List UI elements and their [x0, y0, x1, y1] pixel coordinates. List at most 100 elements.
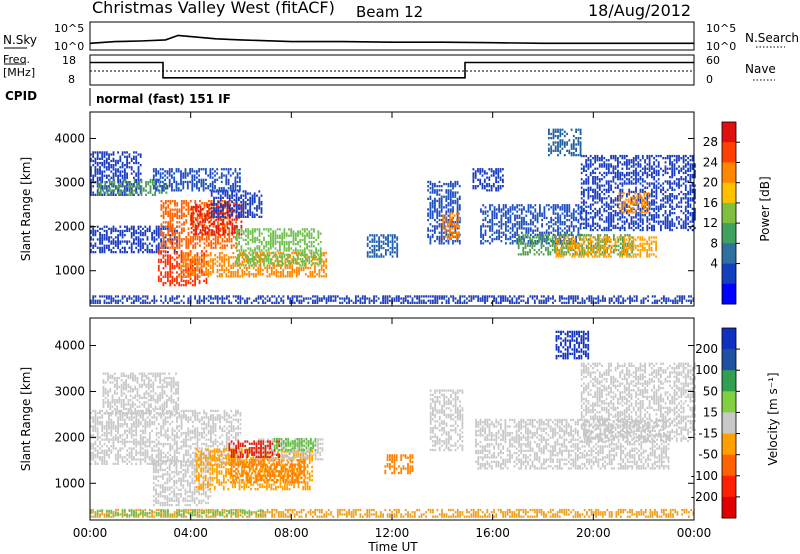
power-cell — [234, 189, 237, 192]
power-cell — [178, 216, 181, 220]
power-cell — [529, 206, 532, 209]
power-cell — [117, 295, 119, 298]
power-cell — [539, 208, 541, 211]
power-cell — [113, 183, 116, 186]
power-cell — [124, 155, 126, 158]
power-cell — [493, 295, 495, 298]
power-cell — [180, 189, 182, 192]
power-cell — [674, 297, 677, 300]
power-cell — [262, 301, 264, 304]
power-cell — [678, 297, 681, 300]
power-cell — [250, 273, 253, 276]
power-cell — [298, 301, 301, 304]
power-cell — [518, 208, 521, 211]
power-cell — [119, 231, 122, 235]
power-cell — [440, 208, 443, 211]
power-cell — [302, 266, 305, 270]
power-cell — [440, 206, 443, 209]
power-cell — [160, 295, 162, 298]
power-cell — [480, 240, 482, 243]
power-cell — [231, 196, 233, 199]
power-cell — [436, 191, 439, 194]
power-cell — [234, 271, 237, 274]
power-cell — [449, 233, 452, 236]
power-cell — [438, 199, 441, 203]
power-cell — [445, 197, 448, 200]
power-cell — [117, 189, 119, 192]
power-cell — [152, 168, 155, 171]
power-cell — [518, 204, 521, 207]
power-cell — [247, 215, 249, 218]
beam-label: Beam 12 — [356, 3, 423, 21]
power-cell — [355, 297, 357, 300]
power-cell — [112, 225, 115, 228]
power-cell — [310, 255, 313, 258]
noise-left-label: N.Sky — [3, 33, 37, 47]
power-cell — [623, 249, 626, 252]
power-cell — [151, 231, 153, 235]
power-cell — [582, 236, 585, 239]
power-cell — [445, 301, 448, 304]
power-cell — [580, 246, 583, 250]
power-cell — [524, 246, 527, 250]
power-cell — [369, 246, 371, 250]
power-cell — [176, 208, 179, 211]
power-cell — [124, 164, 126, 167]
power-cell — [103, 155, 106, 158]
power-cell — [245, 238, 247, 242]
power-cell — [92, 301, 95, 304]
power-cell — [298, 299, 301, 302]
power-cell — [202, 229, 204, 232]
power-cell — [261, 258, 264, 261]
power-cell — [309, 275, 312, 278]
power-cell — [162, 204, 165, 207]
power-cell — [291, 260, 294, 263]
power-cell — [623, 240, 626, 243]
power-cell — [194, 216, 197, 220]
power-cell — [440, 237, 443, 241]
power-cell — [290, 232, 293, 235]
power-echo-region — [480, 204, 582, 245]
power-cell — [245, 255, 247, 258]
power-cell — [244, 194, 247, 197]
power-cell — [534, 216, 537, 220]
power-cell — [167, 229, 170, 232]
power-cell — [616, 253, 619, 256]
power-cell — [617, 248, 620, 252]
power-cell — [443, 206, 445, 209]
power-cell — [185, 284, 187, 287]
power-cell — [253, 207, 256, 210]
power-cell — [391, 251, 394, 254]
power-cell — [231, 210, 234, 213]
power-cell — [505, 210, 507, 213]
power-cell — [191, 168, 194, 171]
power-cell — [259, 251, 262, 255]
power-cell — [182, 271, 185, 274]
power-cell — [231, 213, 233, 216]
power-cell — [371, 234, 374, 237]
power-cell — [240, 227, 243, 230]
power-cell — [238, 255, 240, 258]
power-cell — [449, 189, 452, 192]
power-cell — [139, 164, 142, 167]
power-cell — [621, 255, 624, 258]
power-cell — [112, 159, 115, 163]
power-cell — [320, 264, 323, 267]
power-cell — [96, 172, 99, 175]
power-cell — [567, 251, 570, 254]
power-cell — [256, 253, 259, 256]
power-cell — [440, 218, 443, 222]
power-cell — [191, 182, 194, 186]
power-cell — [171, 238, 174, 241]
power-cell — [505, 237, 507, 241]
power-cell — [558, 297, 561, 300]
power-cell — [103, 225, 106, 228]
power-cell — [490, 295, 493, 298]
power-cell — [384, 297, 387, 300]
power-cell — [442, 237, 445, 240]
power-cell — [267, 228, 270, 231]
power-cell — [557, 255, 560, 258]
power-cell — [268, 264, 271, 267]
power-cell — [529, 227, 532, 230]
power-cell — [178, 281, 181, 285]
